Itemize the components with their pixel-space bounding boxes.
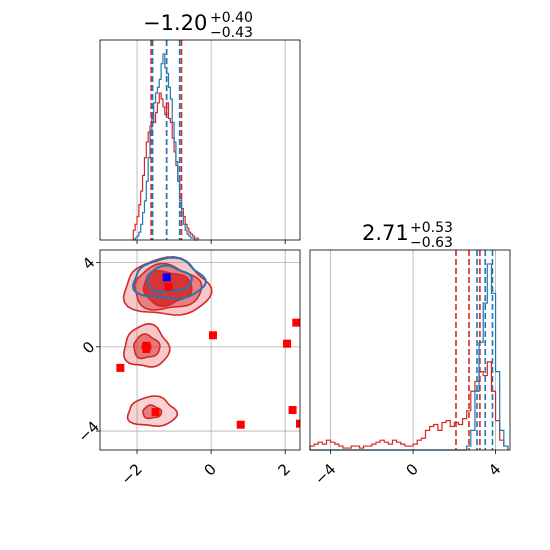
marginal-x-title-value: −1.20 xyxy=(143,11,207,35)
marginal-y-title-minus: −0.63 xyxy=(410,235,453,251)
marginal-y-histogram xyxy=(309,361,509,450)
joint-xtick-label: 2 xyxy=(275,460,294,479)
marginal-y-histogram xyxy=(310,263,509,451)
joint-contour xyxy=(146,264,193,294)
joint-grid xyxy=(100,250,300,450)
joint-point xyxy=(283,339,292,348)
joint-point xyxy=(292,318,300,327)
joint-point xyxy=(208,331,217,340)
marginal-x-title-plus: +0.40 xyxy=(210,10,253,26)
joint-points xyxy=(116,273,300,429)
marginal-y-panel: 2.71 +0.53 −0.63 −4 0 4 xyxy=(309,220,511,488)
joint-panel: −2 0 2 −4 0 4 xyxy=(75,249,301,488)
marginal-y-xtick-label: −4 xyxy=(311,460,339,488)
joint-ytick-label: 4 xyxy=(79,254,98,273)
joint-point xyxy=(142,341,151,350)
marginal-x-quantiles xyxy=(150,40,183,240)
joint-point xyxy=(288,406,297,414)
joint-point xyxy=(116,363,125,372)
marginal-y-xtick-label: 4 xyxy=(485,460,504,479)
joint-frame xyxy=(99,249,301,451)
joint-contours xyxy=(122,255,213,428)
marginal-y-histograms xyxy=(309,263,509,451)
joint-point xyxy=(151,408,160,417)
marginal-y-quantiles xyxy=(455,250,494,450)
marginal-y-title-value: 2.71 xyxy=(362,221,409,245)
marginal-y-ticks: −4 0 4 xyxy=(311,450,504,488)
joint-point xyxy=(162,273,171,282)
joint-point xyxy=(236,420,245,429)
joint-ytick-label: −4 xyxy=(75,418,103,446)
marginal-x-grid xyxy=(136,40,286,240)
marginal-x-title-minus: −0.43 xyxy=(210,25,253,41)
marginal-x-histogram xyxy=(133,53,199,241)
marginal-x-histogram xyxy=(132,92,199,240)
marginal-x-frame xyxy=(99,39,301,241)
joint-xtick-label: 0 xyxy=(200,460,219,479)
marginal-y-xtick-label: 0 xyxy=(402,460,421,479)
joint-contour xyxy=(131,256,207,300)
marginal-y-grid xyxy=(330,250,496,450)
marginal-y-frame xyxy=(309,249,511,451)
marginal-y-title-plus: +0.53 xyxy=(410,220,453,236)
joint-point xyxy=(296,419,300,428)
joint-ytick-label: 0 xyxy=(79,338,98,357)
marginal-x-ticks xyxy=(136,240,286,244)
marginal-x-panel: −1.20 +0.40 −0.43 xyxy=(99,10,301,244)
joint-point xyxy=(164,282,173,291)
marginal-x-histograms xyxy=(132,53,199,241)
joint-xtick-label: −2 xyxy=(117,460,145,488)
